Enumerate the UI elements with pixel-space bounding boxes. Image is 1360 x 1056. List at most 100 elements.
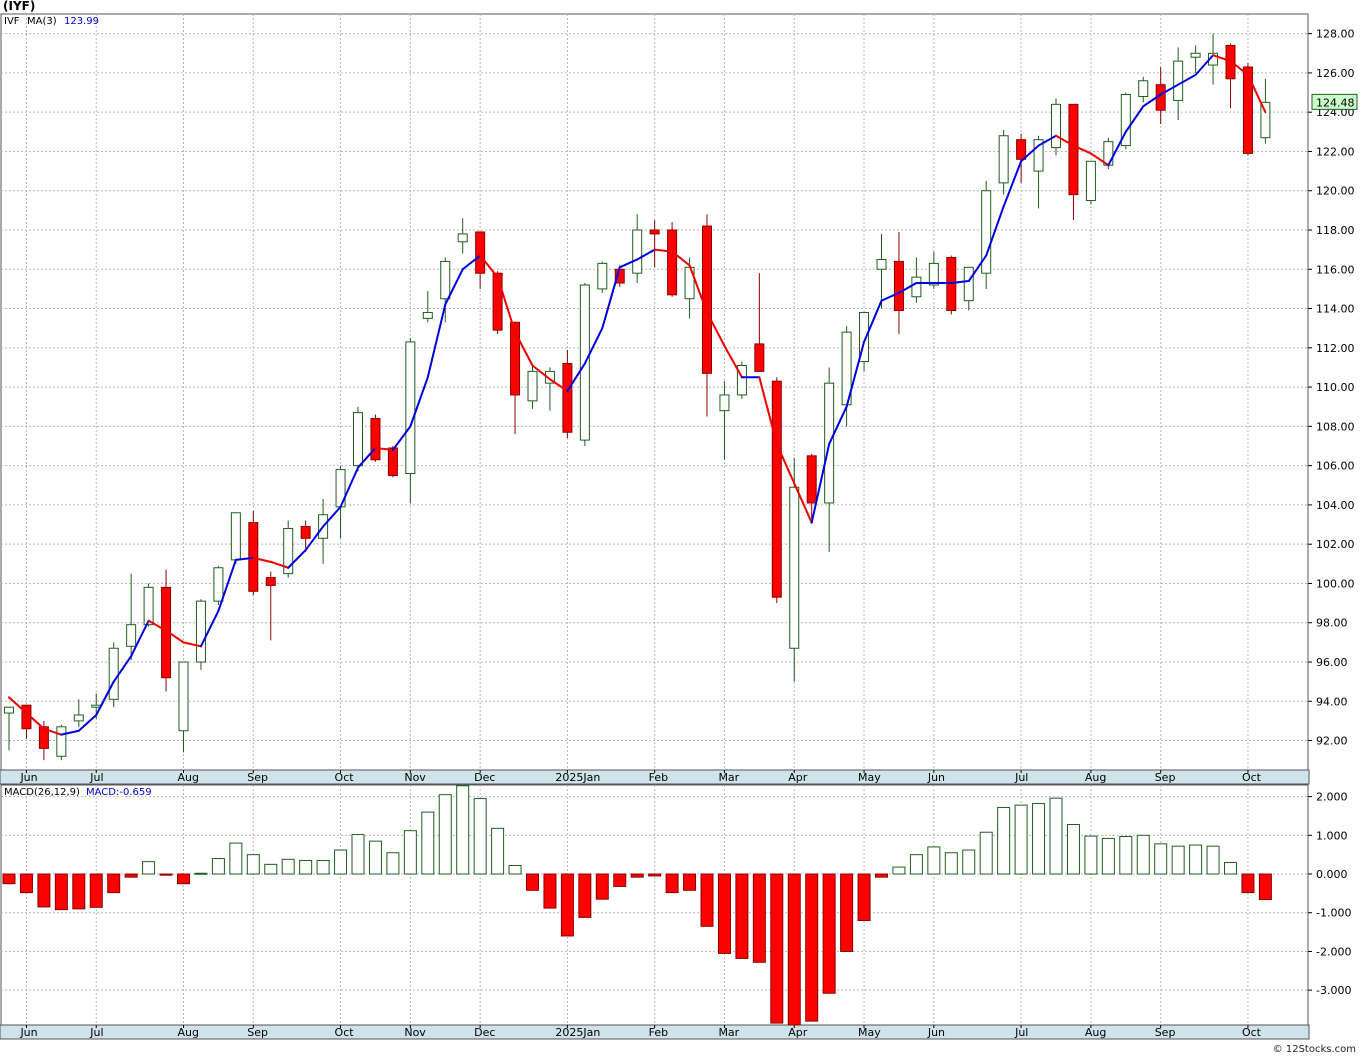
macd-bar <box>1119 835 1133 875</box>
macd-bar <box>875 873 888 878</box>
candle-body <box>422 311 433 319</box>
price-legend-ma-value: 123.99 <box>64 16 99 27</box>
ma3-segment <box>147 619 168 632</box>
ma3-segment <box>653 248 674 253</box>
candle-body <box>1242 66 1253 154</box>
macd-month-label: Jun <box>19 1026 37 1039</box>
price-month-label: Apr <box>788 771 808 784</box>
macd-bar <box>368 840 382 875</box>
ma3-segment <box>810 443 831 524</box>
candle <box>73 699 84 727</box>
candle-body <box>736 364 747 396</box>
ma3-segment <box>77 714 98 732</box>
candle <box>510 321 521 435</box>
macd-tick-label: 2.000 <box>1316 791 1348 804</box>
ma3-segment <box>252 556 272 563</box>
macd-bar <box>1224 861 1237 875</box>
macd-bar <box>246 854 260 875</box>
candle-body <box>143 586 154 626</box>
price-tick-label: 118.00 <box>1316 224 1355 237</box>
macd-bar <box>683 873 697 891</box>
ma3-segment <box>322 505 342 528</box>
price-month-label: Oct <box>1242 771 1262 784</box>
price-month-label: Jul <box>89 771 103 784</box>
macd-tick-label: -3.000 <box>1316 984 1351 997</box>
candle <box>178 661 189 753</box>
candle-body <box>405 341 416 474</box>
ma3-segment <box>112 655 133 683</box>
ma3-segment <box>967 254 988 283</box>
candle-body <box>1016 139 1027 160</box>
macd-bar <box>456 785 470 875</box>
ma3-segment <box>1020 144 1040 163</box>
candle-body <box>1173 60 1184 101</box>
price-legend-ma: MA(3) <box>27 16 57 27</box>
macd-bar <box>735 873 749 959</box>
candle-body <box>370 418 381 461</box>
candle-body <box>893 260 904 312</box>
candle <box>230 512 241 564</box>
ma3-segment <box>863 299 883 343</box>
ma3-segment <box>950 280 970 285</box>
price-tick-label: 102.00 <box>1316 538 1355 551</box>
macd-bar <box>403 830 417 875</box>
ma3-segment <box>723 344 743 379</box>
candle-body <box>981 190 992 274</box>
ma3-segment <box>304 525 325 552</box>
macd-bar <box>997 806 1011 875</box>
price-month-label: Sep <box>1155 771 1176 784</box>
candle <box>719 381 730 460</box>
price-month-label: Nov <box>404 771 426 784</box>
candle <box>1016 133 1027 183</box>
price-month-label: Jun <box>19 771 37 784</box>
candle-body <box>457 233 468 243</box>
candle <box>597 261 608 293</box>
macd-bar <box>578 873 592 918</box>
candle-body <box>195 600 206 663</box>
price-tick-label: 114.00 <box>1316 303 1355 316</box>
candle-body <box>544 370 555 384</box>
candle-body <box>1085 160 1096 202</box>
macd-legend-label: MACD(26,12,9) <box>4 787 80 798</box>
ma3-segment <box>1177 73 1197 86</box>
candle <box>1085 160 1096 205</box>
ma3-segment <box>1037 134 1057 147</box>
price-month-label: Jul <box>1014 771 1028 784</box>
macd-bar <box>89 873 103 908</box>
candle-body <box>387 447 398 476</box>
ma3-segment <box>409 376 429 428</box>
candle <box>911 257 922 303</box>
ma3-segment <box>339 466 359 508</box>
macd-bar <box>752 873 766 963</box>
candle-body <box>754 343 765 372</box>
macd-bar <box>1014 804 1028 875</box>
macd-bar <box>840 873 854 952</box>
candle-body <box>632 229 643 274</box>
macd-month-label: Oct <box>1242 1026 1262 1039</box>
candle <box>649 220 660 268</box>
candle <box>998 129 1009 195</box>
candle-body <box>492 272 503 331</box>
macd-bar <box>857 873 871 921</box>
macd-bar <box>211 858 225 875</box>
candle-body <box>4 706 14 714</box>
macd-bar <box>1066 823 1080 875</box>
ma3-segment <box>671 250 691 267</box>
ma3-segment <box>165 629 185 644</box>
ma3-segment <box>636 248 656 261</box>
price-month-label: Dec <box>474 771 495 784</box>
price-tick-label: 98.00 <box>1316 617 1348 630</box>
candle-body <box>56 726 67 757</box>
candle-body <box>667 229 678 296</box>
candle <box>632 214 643 284</box>
macd-bar <box>299 859 313 875</box>
macd-bar <box>421 811 435 875</box>
candle-body <box>38 726 49 749</box>
price-tick-label: 100.00 <box>1316 577 1355 590</box>
ma3-segment <box>583 327 604 365</box>
macd-bar <box>613 873 627 887</box>
macd-bar <box>37 873 51 908</box>
candle <box>1138 76 1149 103</box>
macd-bar <box>1154 843 1168 875</box>
